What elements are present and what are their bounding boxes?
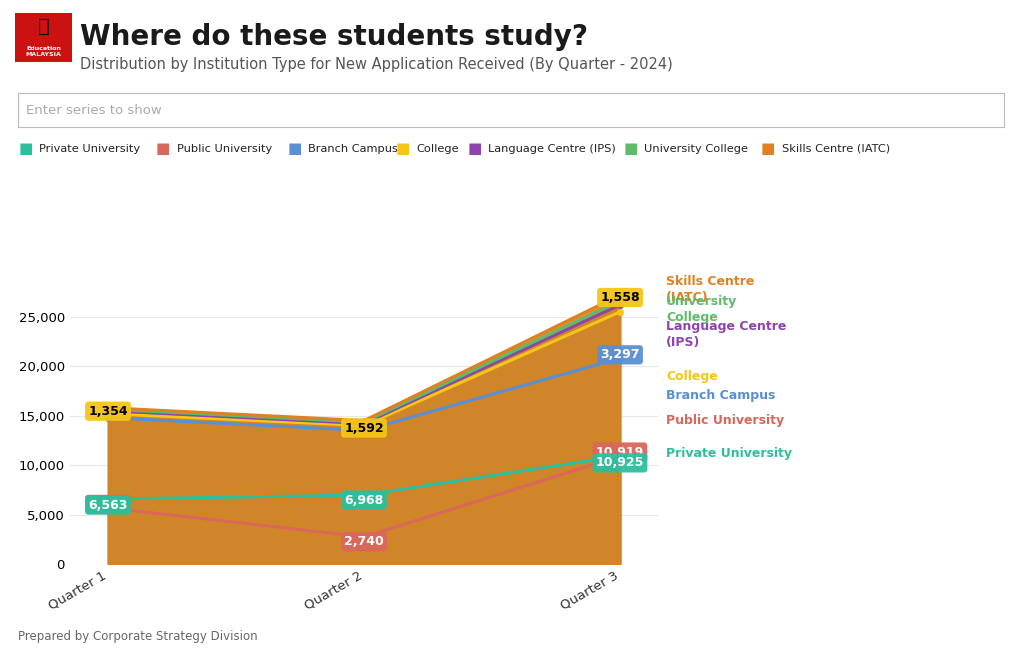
Text: College: College (667, 370, 718, 383)
Text: Language Centre (IPS): Language Centre (IPS) (488, 143, 616, 154)
Text: 10,925: 10,925 (596, 456, 644, 469)
Text: Private University: Private University (39, 143, 140, 154)
Text: Public University: Public University (667, 414, 784, 427)
Text: 10,919: 10,919 (596, 445, 644, 458)
Text: Language Centre
(IPS): Language Centre (IPS) (667, 320, 786, 349)
Text: 2,740: 2,740 (344, 535, 384, 548)
Text: ■: ■ (156, 141, 170, 156)
Text: Prepared by Corporate Strategy Division: Prepared by Corporate Strategy Division (18, 630, 258, 644)
Text: Education
MALAYSIA: Education MALAYSIA (26, 46, 61, 57)
Text: 3,297: 3,297 (600, 348, 640, 361)
Text: 1,558: 1,558 (600, 291, 640, 304)
Text: Skills Centre
(IATC): Skills Centre (IATC) (667, 274, 755, 304)
Text: 5,675: 5,675 (88, 498, 128, 511)
Text: 6,968: 6,968 (344, 494, 384, 507)
Text: ■: ■ (468, 141, 482, 156)
Text: College: College (416, 143, 459, 154)
Text: Enter series to show: Enter series to show (27, 104, 162, 117)
Text: Skills Centre (IATC): Skills Centre (IATC) (781, 143, 890, 154)
Text: 🌀: 🌀 (38, 17, 49, 37)
Text: Where do these students study?: Where do these students study? (80, 23, 588, 51)
Text: ■: ■ (395, 141, 410, 156)
Text: 1,354: 1,354 (88, 405, 128, 418)
Text: ■: ■ (288, 141, 302, 156)
Text: ■: ■ (18, 141, 33, 156)
Text: 1,592: 1,592 (344, 421, 384, 434)
Text: ■: ■ (761, 141, 775, 156)
Text: University
College: University College (667, 295, 737, 324)
Text: Branch Campus: Branch Campus (308, 143, 398, 154)
Text: Distribution by Institution Type for New Application Received (By Quarter - 2024: Distribution by Institution Type for New… (80, 57, 673, 72)
Text: ■: ■ (624, 141, 638, 156)
Text: Branch Campus: Branch Campus (667, 389, 775, 402)
Text: University College: University College (644, 143, 748, 154)
Text: Private University: Private University (667, 447, 793, 460)
Text: Public University: Public University (176, 143, 271, 154)
Text: 6,563: 6,563 (88, 499, 128, 512)
